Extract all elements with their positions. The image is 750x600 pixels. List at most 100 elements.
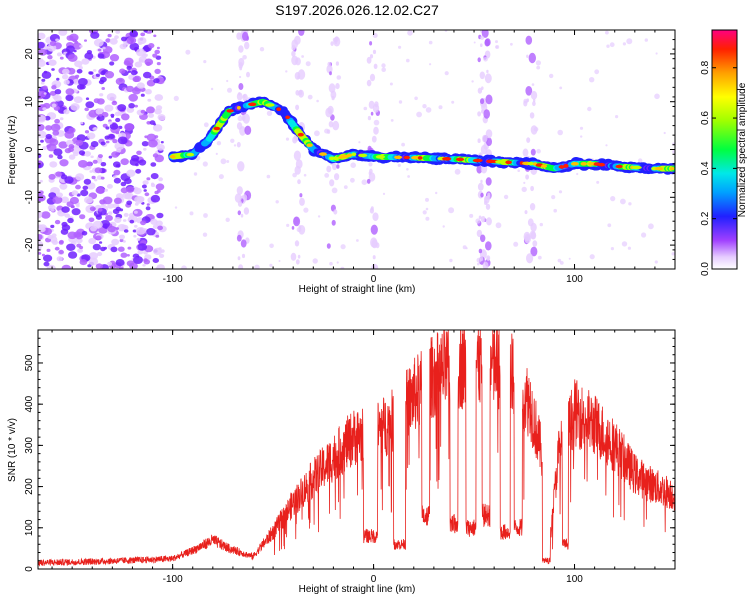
noise-blob — [87, 132, 96, 140]
noise-blob — [38, 90, 47, 98]
noise-blob — [92, 159, 98, 164]
interference-blob — [238, 92, 241, 96]
noise-blob — [143, 258, 148, 263]
noise-blob — [41, 71, 52, 79]
ridge-peak — [541, 164, 547, 168]
noise-blob — [88, 252, 99, 260]
interference-blob — [295, 259, 300, 265]
noise-blob — [83, 178, 92, 185]
interference-blob — [526, 253, 534, 264]
interference-blob — [236, 186, 243, 195]
interference-blob — [478, 215, 482, 220]
interference-blob — [371, 135, 377, 143]
noise-blob — [156, 144, 165, 151]
interference-blob — [374, 101, 379, 108]
noise-blob — [136, 82, 145, 89]
noise-blob — [137, 37, 147, 45]
noise-blob — [160, 249, 165, 253]
noise-blob — [558, 190, 563, 194]
noise-blob — [113, 169, 121, 176]
noise-blob — [51, 68, 55, 71]
interference-blob — [236, 234, 242, 242]
noise-blob — [343, 185, 348, 190]
noise-blob — [109, 123, 119, 130]
noise-blob — [553, 208, 557, 213]
noise-blob — [150, 194, 161, 203]
interference-blob — [480, 179, 483, 184]
noise-blob — [107, 33, 112, 38]
noise-blob — [414, 96, 418, 101]
noise-blob — [92, 127, 97, 131]
noise-blob — [71, 190, 79, 196]
interference-blob — [522, 148, 529, 157]
noise-blob — [475, 218, 481, 224]
noise-blob — [137, 243, 148, 251]
interference-blob — [295, 57, 301, 66]
noise-blob — [381, 63, 386, 68]
noise-blob — [495, 45, 498, 49]
ridge-peak — [306, 143, 313, 147]
noise-blob — [38, 192, 42, 196]
ridge-peak — [417, 156, 423, 160]
y-tick-label: -20 — [24, 237, 35, 252]
noise-blob — [672, 150, 675, 154]
noise-blob — [356, 239, 359, 242]
colorbar-tick-label: 0.8 — [700, 60, 711, 74]
noise-blob — [203, 213, 208, 218]
noise-blob — [115, 30, 121, 34]
interference-blob — [482, 134, 488, 143]
noise-blob — [145, 206, 151, 211]
noise-blob — [88, 71, 93, 75]
noise-blob — [622, 42, 627, 46]
noise-blob — [278, 260, 281, 262]
noise-blob — [75, 184, 81, 190]
noise-blob — [159, 253, 165, 258]
noise-blob — [117, 136, 128, 145]
noise-blob — [126, 65, 132, 70]
noise-blob — [116, 148, 122, 153]
noise-blob — [425, 207, 429, 211]
interference-blob — [526, 137, 531, 143]
noise-blob — [158, 247, 162, 251]
noise-blob — [416, 111, 422, 118]
noise-blob — [153, 123, 157, 126]
noise-blob — [336, 261, 339, 264]
interference-blob — [480, 144, 488, 155]
noise-blob — [535, 60, 542, 66]
noise-blob — [648, 223, 654, 230]
noise-blob — [50, 208, 55, 212]
interference-blob — [370, 206, 374, 211]
ridge-peak — [169, 154, 176, 159]
noise-blob — [105, 38, 111, 43]
noise-blob — [239, 75, 242, 79]
noise-blob — [641, 232, 647, 238]
noise-blob — [44, 115, 51, 121]
noise-blob — [329, 261, 333, 266]
noise-blob — [64, 148, 72, 154]
noise-blob — [64, 213, 70, 218]
noise-blob — [68, 154, 76, 160]
noise-blob — [202, 232, 208, 237]
noise-blob — [227, 87, 232, 93]
ridge-peak — [558, 165, 565, 169]
noise-blob — [112, 139, 118, 144]
noise-blob — [47, 55, 53, 60]
noise-blob — [75, 74, 80, 78]
noise-blob — [102, 46, 106, 50]
noise-blob — [303, 207, 309, 213]
interference-blob — [291, 226, 295, 230]
interference-blob — [530, 231, 537, 240]
noise-blob — [215, 152, 218, 155]
interference-blob — [532, 101, 536, 107]
noise-blob — [285, 137, 290, 141]
noise-blob — [237, 115, 243, 122]
noise-blob — [117, 104, 127, 112]
noise-blob — [124, 57, 134, 66]
noise-blob — [112, 208, 120, 215]
noise-blob — [40, 139, 44, 143]
noise-blob — [113, 177, 121, 184]
noise-blob — [48, 154, 54, 158]
noise-blob — [105, 215, 113, 222]
interference-blob — [486, 255, 491, 261]
